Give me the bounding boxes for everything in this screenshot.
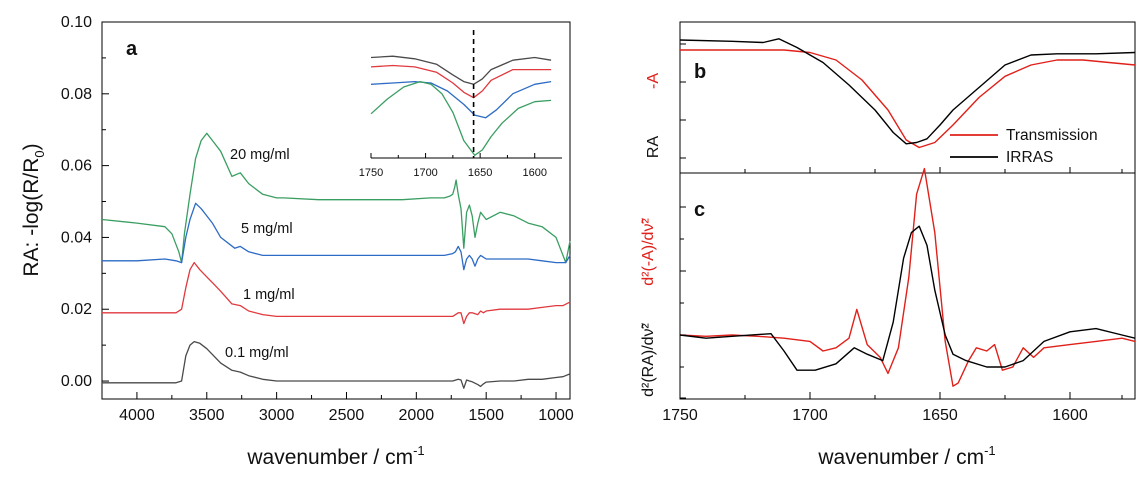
- inset-series-line: [370, 80, 552, 156]
- panel-a-x-title: wavenumber / cm-1: [246, 443, 424, 469]
- inset-x-tick-label: 1750: [359, 167, 383, 179]
- inset-series-line: [370, 55, 552, 85]
- x-tick-label: 1700: [792, 407, 828, 424]
- panel-a-y-title-close: ): [20, 143, 43, 150]
- panel-b-letter: b: [694, 61, 706, 83]
- series-line-0-1-mg-ml: [102, 340, 571, 389]
- x-tick-label: 2000: [399, 407, 435, 424]
- panel-a-y-title: RA: -log(R/R0): [20, 143, 47, 276]
- inset-curves: [370, 55, 552, 156]
- legend-label-irras: IRRAS: [1006, 149, 1053, 166]
- panel-b-ylabel-ra: RA: [645, 136, 662, 159]
- legend-label-transmission: Transmission: [1006, 127, 1098, 144]
- y-tick-label: 0.04: [61, 229, 92, 246]
- series-line-c-irras: [679, 225, 1136, 371]
- curve-label-20: 20 mg/ml: [230, 147, 290, 163]
- panel-a-curves: [101, 132, 571, 389]
- series-line-5-mg-ml: [102, 202, 571, 271]
- legend: Transmission IRRAS: [950, 127, 1098, 166]
- panel-a-x-ticks: 4000 3500 3000 2500 2000 1500 1000: [119, 392, 574, 424]
- panel-c-letter: c: [694, 199, 705, 221]
- x-tick-label: 3500: [189, 407, 225, 424]
- panel-a-letter: a: [126, 38, 138, 60]
- y-tick-label: 0.10: [61, 14, 92, 31]
- x-tick-label: 1650: [922, 407, 958, 424]
- panel-c: c 1750 1700 1650 1600 d²(-A)/dν̃² d²(RA)/dν…: [640, 167, 1136, 469]
- series-line-b-irras: [679, 38, 1136, 145]
- panel-bc-x-title-sup: -1: [984, 443, 996, 458]
- inset: 1750 1700 1650 1600: [359, 30, 562, 179]
- inset-series-line: [370, 80, 552, 119]
- curve-label-01: 0.1 mg/ml: [225, 345, 289, 361]
- panel-c-ylabel-black: d²(RA)/dν̃²: [640, 322, 657, 396]
- inset-x-tick-label: 1600: [522, 167, 546, 179]
- series-line-c-transmission: [679, 167, 1136, 387]
- panel-b: b -A RA Transmission IRRAS: [645, 21, 1136, 174]
- panel-c-y-ticks: [680, 206, 686, 399]
- inset-x-ticks: 1750 1700 1650 1600: [359, 153, 547, 179]
- panel-a: a 20 mg/ml 5 mg/ml 1 mg/ml 0.1 mg/ml 0.0…: [20, 14, 574, 469]
- panel-b-curves: [679, 38, 1136, 149]
- panel-a-y-title-sub: 0: [32, 150, 47, 157]
- y-tick-label: 0.00: [61, 373, 92, 390]
- panel-bc-x-title-main: wavenumber / cm: [817, 446, 984, 469]
- x-tick-label: 1000: [538, 407, 574, 424]
- curve-label-5: 5 mg/ml: [241, 221, 293, 237]
- x-tick-label: 1600: [1052, 407, 1088, 424]
- inset-x-tick-label: 1650: [468, 167, 492, 179]
- y-tick-label: 0.08: [61, 86, 92, 103]
- x-tick-label: 3000: [259, 407, 295, 424]
- x-tick-label: 2500: [329, 407, 365, 424]
- inset-x-tick-label: 1700: [413, 167, 437, 179]
- panel-b-ylabel-minus-a: -A: [645, 73, 662, 89]
- inset-series-line: [370, 64, 552, 99]
- panel-a-x-title-main: wavenumber / cm: [246, 446, 413, 469]
- y-tick-label: 0.02: [61, 301, 92, 318]
- panel-a-y-title-main: RA: -log(R/R: [20, 158, 43, 277]
- x-tick-label: 4000: [119, 407, 155, 424]
- series-line-1-mg-ml: [102, 261, 571, 325]
- curve-label-1: 1 mg/ml: [243, 287, 295, 303]
- y-tick-label: 0.06: [61, 158, 92, 175]
- panel-a-y-ticks: 0.00 0.02 0.04 0.06 0.08 0.10: [61, 14, 109, 390]
- series-line-20-mg-ml: [101, 132, 571, 264]
- panel-b-frame: [679, 21, 1136, 174]
- x-tick-label: 1750: [662, 407, 698, 424]
- x-tick-label: 1500: [468, 407, 504, 424]
- panel-a-frame: [101, 21, 571, 400]
- panel-c-frame: [679, 172, 1136, 400]
- panel-bc-x-ticks: 1750 1700 1650 1600: [662, 167, 1123, 424]
- panel-c-curves: [679, 167, 1136, 387]
- panel-a-x-title-sup: -1: [413, 443, 425, 458]
- panel-bc-x-title: wavenumber / cm-1: [817, 443, 995, 469]
- panel-c-ylabel-red: d²(-A)/dν̃²: [640, 218, 657, 286]
- panel-b-y-ticks: [680, 43, 686, 159]
